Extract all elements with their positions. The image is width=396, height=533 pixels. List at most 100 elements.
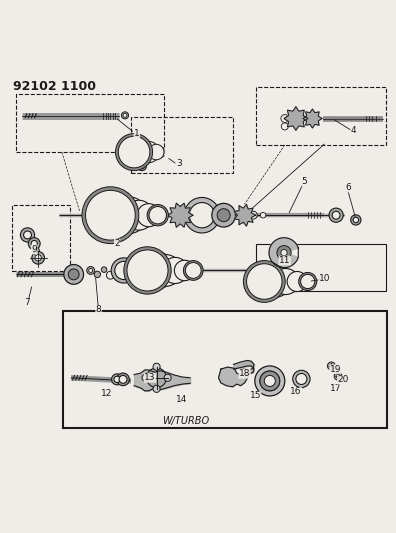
Circle shape	[114, 376, 120, 383]
Polygon shape	[284, 107, 308, 131]
Bar	[256, 86, 386, 145]
Circle shape	[353, 217, 359, 223]
Circle shape	[138, 141, 160, 163]
Circle shape	[137, 204, 160, 227]
Circle shape	[189, 203, 215, 228]
Text: 20: 20	[337, 375, 349, 384]
Circle shape	[327, 362, 335, 370]
Circle shape	[147, 368, 166, 387]
Circle shape	[122, 112, 129, 119]
Circle shape	[260, 371, 280, 391]
Text: 10: 10	[318, 274, 330, 283]
Circle shape	[29, 238, 40, 249]
Circle shape	[32, 252, 44, 264]
Circle shape	[281, 249, 287, 256]
Circle shape	[336, 374, 340, 378]
Circle shape	[31, 240, 37, 247]
Text: 13: 13	[144, 373, 156, 382]
Bar	[12, 205, 70, 271]
Circle shape	[86, 190, 135, 240]
Text: 15: 15	[249, 391, 261, 400]
Circle shape	[127, 259, 150, 282]
Circle shape	[64, 264, 84, 284]
Polygon shape	[219, 367, 249, 387]
Circle shape	[351, 215, 361, 225]
Text: 5: 5	[302, 177, 307, 186]
Circle shape	[35, 255, 41, 261]
Circle shape	[164, 374, 171, 381]
Circle shape	[287, 271, 307, 292]
Circle shape	[184, 197, 220, 233]
Text: 17: 17	[329, 384, 341, 392]
Circle shape	[101, 267, 107, 272]
Polygon shape	[168, 203, 193, 227]
Circle shape	[273, 269, 299, 295]
Circle shape	[118, 136, 150, 168]
Circle shape	[212, 204, 236, 227]
Circle shape	[260, 213, 266, 218]
Polygon shape	[269, 238, 298, 268]
Text: 3: 3	[176, 159, 182, 168]
Circle shape	[299, 272, 317, 290]
Circle shape	[334, 372, 342, 380]
Text: 8: 8	[96, 305, 101, 314]
Circle shape	[117, 373, 129, 386]
Circle shape	[247, 264, 282, 299]
Circle shape	[174, 260, 195, 281]
Circle shape	[217, 209, 230, 222]
Circle shape	[183, 261, 203, 280]
Circle shape	[127, 250, 168, 291]
Circle shape	[277, 246, 291, 260]
Circle shape	[89, 269, 93, 272]
Circle shape	[153, 385, 160, 392]
Circle shape	[301, 274, 315, 288]
Circle shape	[129, 261, 148, 280]
Circle shape	[128, 139, 155, 165]
Circle shape	[149, 206, 166, 224]
Circle shape	[296, 374, 307, 384]
Circle shape	[332, 211, 340, 219]
Circle shape	[162, 257, 188, 284]
Text: 6: 6	[345, 183, 351, 192]
Text: 92102 1100: 92102 1100	[13, 80, 95, 93]
Bar	[131, 117, 233, 173]
Circle shape	[140, 164, 144, 168]
Circle shape	[260, 371, 280, 391]
Circle shape	[112, 374, 123, 385]
Circle shape	[259, 265, 290, 297]
Circle shape	[123, 114, 127, 117]
Circle shape	[24, 231, 31, 239]
Circle shape	[150, 255, 181, 286]
Circle shape	[87, 266, 95, 274]
Circle shape	[249, 211, 257, 219]
Text: W/TURBO: W/TURBO	[162, 416, 209, 426]
Text: 4: 4	[351, 126, 357, 135]
Circle shape	[94, 271, 101, 278]
Circle shape	[329, 208, 343, 222]
Circle shape	[82, 187, 139, 244]
Text: 14: 14	[176, 395, 187, 405]
Circle shape	[264, 375, 275, 386]
Polygon shape	[234, 204, 255, 226]
Circle shape	[33, 247, 39, 254]
Text: 1: 1	[134, 128, 140, 138]
Bar	[16, 94, 164, 152]
Circle shape	[281, 115, 289, 123]
Circle shape	[244, 261, 285, 302]
Circle shape	[111, 258, 137, 283]
Circle shape	[107, 271, 114, 279]
Text: 12: 12	[101, 389, 112, 398]
Text: 18: 18	[239, 369, 250, 378]
Circle shape	[142, 374, 149, 381]
Circle shape	[147, 205, 168, 226]
Circle shape	[255, 366, 285, 396]
Circle shape	[119, 375, 127, 383]
Circle shape	[281, 123, 288, 130]
Text: 2: 2	[114, 239, 120, 248]
Text: 16: 16	[290, 387, 302, 397]
Circle shape	[68, 269, 79, 280]
Circle shape	[110, 197, 147, 233]
Circle shape	[124, 247, 171, 294]
Bar	[63, 311, 386, 429]
Circle shape	[116, 133, 152, 171]
